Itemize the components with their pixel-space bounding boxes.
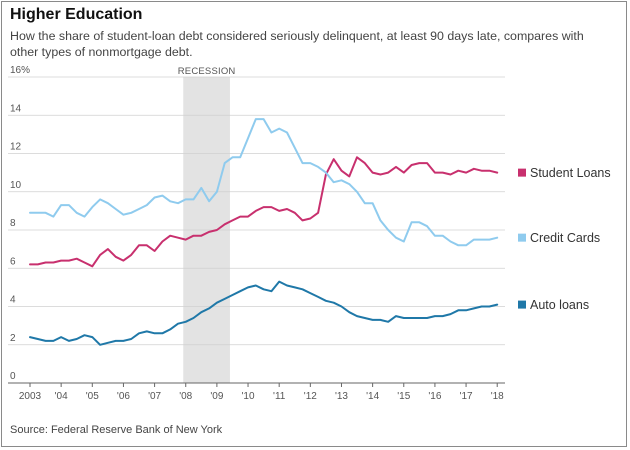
y-tick-label: 12 (10, 142, 22, 153)
x-tick-label: '07 (148, 391, 161, 402)
x-tick-label: '15 (397, 391, 410, 402)
grid-layer (8, 76, 505, 384)
credit-cards-line (29, 118, 499, 247)
y-tick-label: 8 (10, 218, 16, 229)
y-tick-label: 2 (10, 333, 16, 344)
x-tick-label: '12 (304, 391, 317, 402)
x-tick-label: '14 (366, 391, 379, 402)
x-tick-label: '16 (428, 391, 441, 402)
legend-label: Credit Cards (530, 231, 600, 245)
legend-item-auto-loans: Auto loans (518, 298, 589, 312)
legend-swatch (518, 300, 526, 309)
x-tick-label: '04 (55, 391, 68, 402)
x-tick-label: '10 (242, 391, 255, 402)
y-tick-label: 10 (10, 180, 22, 191)
legend-label: Auto loans (530, 298, 589, 312)
legend-label: Student Loans (530, 166, 611, 180)
series-layer (29, 118, 499, 346)
student-loans-line (29, 156, 499, 268)
x-tick-label: '17 (460, 391, 473, 402)
y-tick-label: 4 (10, 295, 16, 306)
x-tick-label: '18 (491, 391, 504, 402)
recession-band-layer: RECESSION (178, 66, 236, 383)
legend-item-credit-cards: Credit Cards (518, 231, 600, 245)
auto-loans-line (29, 280, 499, 346)
legend: Student Loans Credit Cards Auto loans (518, 166, 611, 312)
x-tick-label: '13 (335, 391, 348, 402)
x-tick-label: '09 (210, 391, 223, 402)
y-tick-label: 16% (10, 65, 30, 76)
y-tick-label: 0 (10, 371, 16, 382)
x-tick-label: '08 (179, 391, 192, 402)
source-note: Source: Federal Reserve Bank of New York (10, 424, 223, 436)
y-tick-label: 14 (10, 103, 22, 114)
x-tick-label: '05 (86, 391, 99, 402)
chart-title: Higher Education (10, 6, 143, 23)
legend-swatch (518, 168, 526, 177)
x-tick-label: '11 (273, 391, 286, 402)
axis-layer: 0 2 4 6 8 10 12 14 16% 2003 '04 '05 '06 '07 '08 '09 '10 '… (10, 65, 504, 402)
recession-label: RECESSION (178, 66, 236, 77)
legend-item-student-loans: Student Loans (518, 166, 611, 180)
legend-swatch (518, 233, 526, 242)
x-tick-label: '06 (117, 391, 130, 402)
chart-subtitle: How the share of student-loan debt consi… (10, 29, 584, 59)
x-tick-label: 2003 (19, 391, 42, 402)
y-tick-label: 6 (10, 256, 16, 267)
